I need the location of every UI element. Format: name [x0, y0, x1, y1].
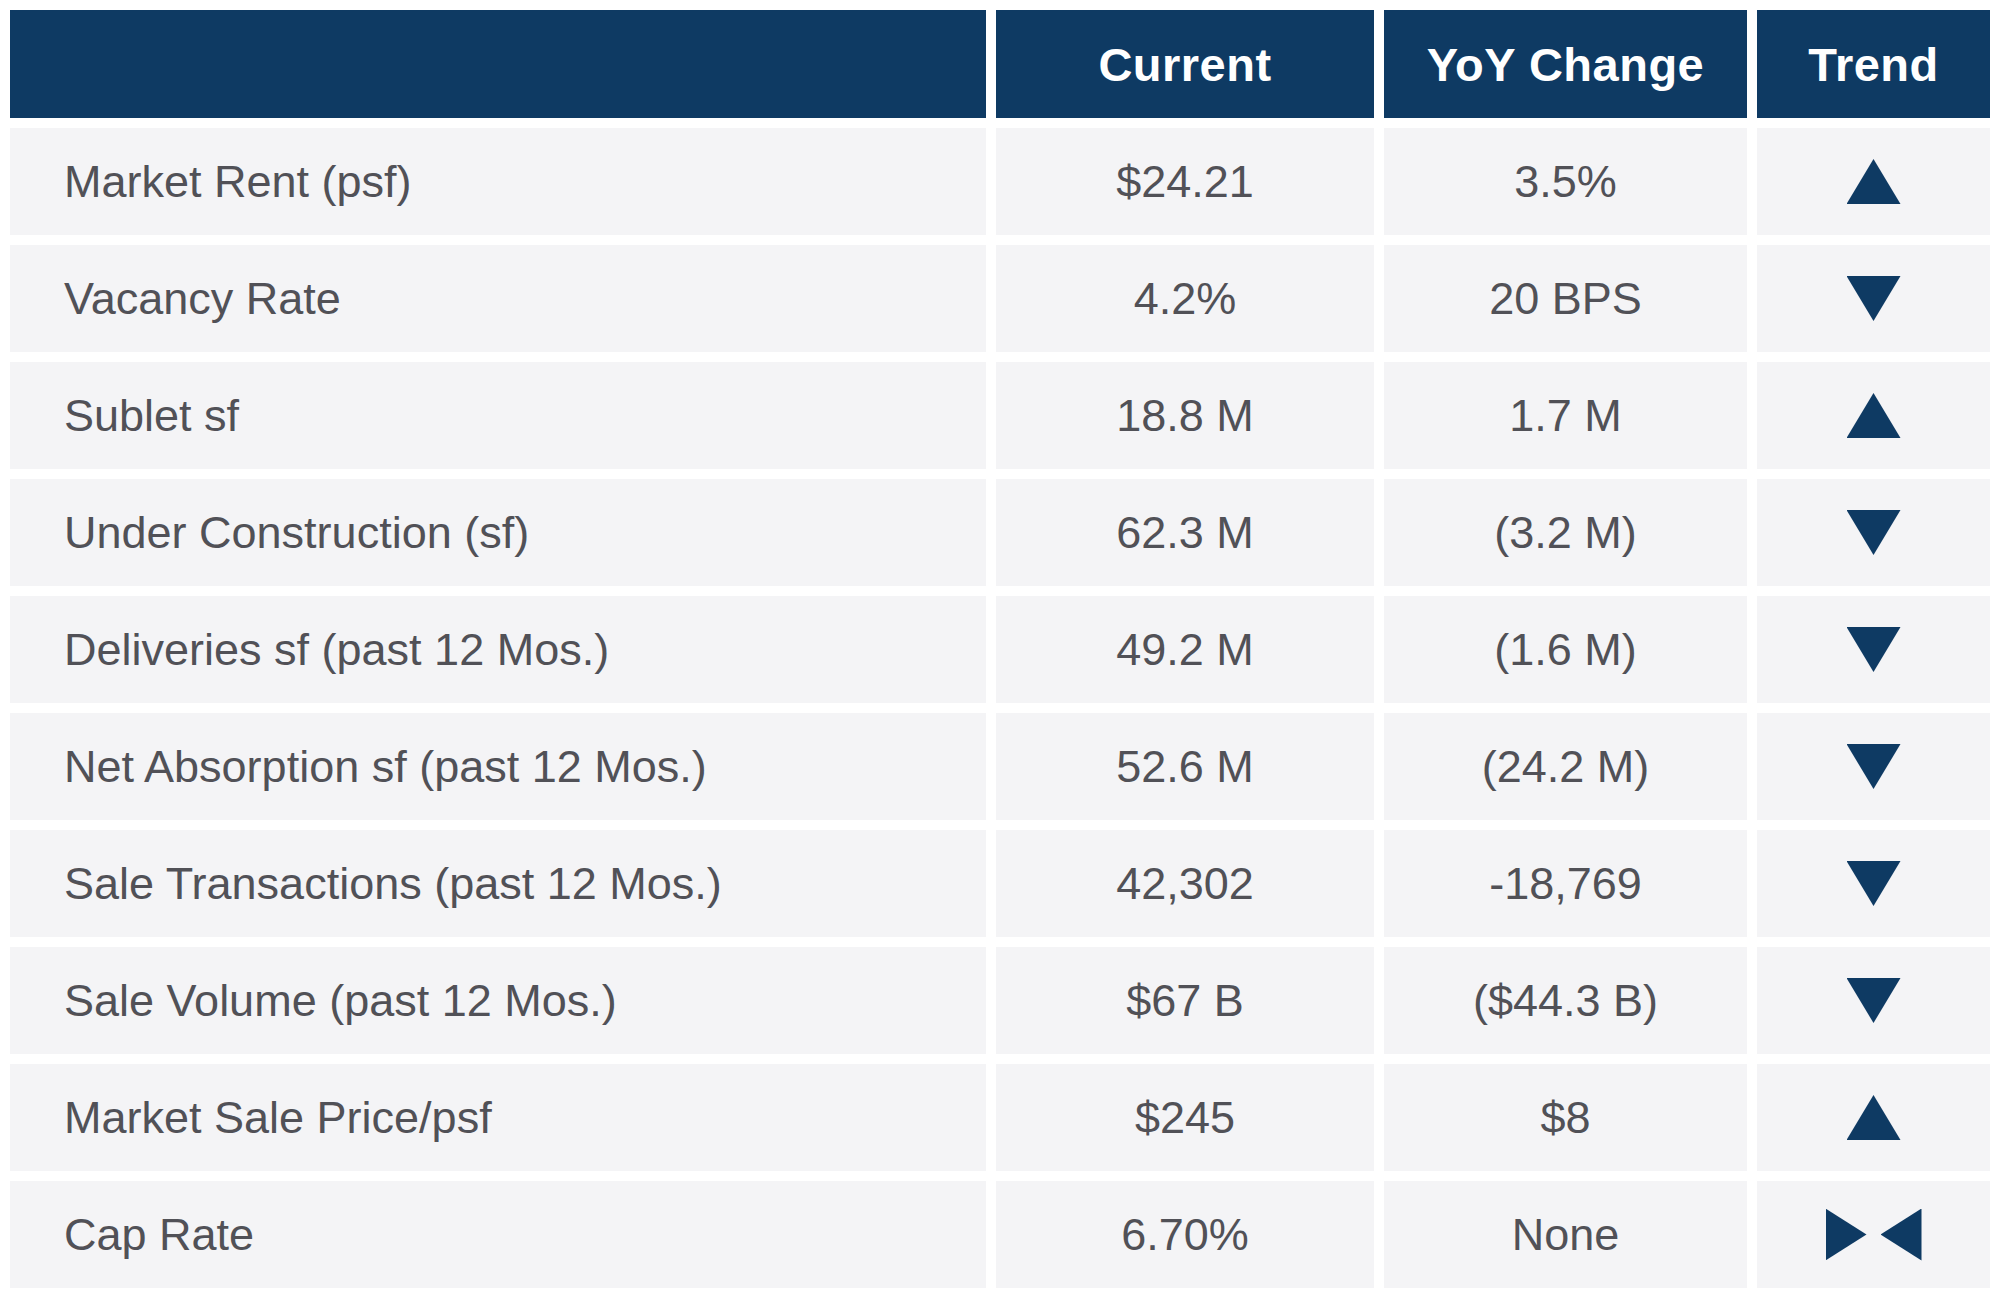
current-value-cell: 49.2 M [996, 596, 1374, 703]
header-cell-current: Current [996, 10, 1374, 118]
current-value-cell: $24.21 [996, 128, 1374, 235]
yoy-change-value-cell: 3.5% [1384, 128, 1747, 235]
metric-label-cell: Sale Transactions (past 12 Mos.) [10, 830, 986, 937]
metric-label-cell: Cap Rate [10, 1181, 986, 1288]
trend-up-icon [1847, 1095, 1901, 1140]
yoy-change-value-cell: -18,769 [1384, 830, 1747, 937]
metric-label-cell: Sale Volume (past 12 Mos.) [10, 947, 986, 1054]
trend-cell [1757, 830, 1990, 937]
metric-label-cell: Deliveries sf (past 12 Mos.) [10, 596, 986, 703]
trend-cell [1757, 713, 1990, 820]
header-cell-yoy-change: YoY Change [1384, 10, 1747, 118]
trend-cell [1757, 128, 1990, 235]
current-value-cell: $245 [996, 1064, 1374, 1171]
metric-label-cell: Market Rent (psf) [10, 128, 986, 235]
trend-down-icon [1847, 978, 1901, 1023]
trend-down-icon [1847, 276, 1901, 321]
trend-up-icon [1847, 159, 1901, 204]
trend-cell [1757, 479, 1990, 586]
yoy-change-value-cell: 1.7 M [1384, 362, 1747, 469]
current-value-cell: $67 B [996, 947, 1374, 1054]
yoy-change-value-cell: $8 [1384, 1064, 1747, 1171]
yoy-change-value-cell: (24.2 M) [1384, 713, 1747, 820]
metric-label-cell: Sublet sf [10, 362, 986, 469]
current-value-cell: 6.70% [996, 1181, 1374, 1288]
metric-label-cell: Under Construction (sf) [10, 479, 986, 586]
trend-down-icon [1847, 744, 1901, 789]
trend-down-icon [1847, 627, 1901, 672]
current-value-cell: 42,302 [996, 830, 1374, 937]
metric-label-cell: Market Sale Price/psf [10, 1064, 986, 1171]
yoy-change-value-cell: None [1384, 1181, 1747, 1288]
header-cell-blank [10, 10, 986, 118]
yoy-change-value-cell: ($44.3 B) [1384, 947, 1747, 1054]
yoy-change-value-cell: 20 BPS [1384, 245, 1747, 352]
current-value-cell: 62.3 M [996, 479, 1374, 586]
trend-cell [1757, 947, 1990, 1054]
trend-flat-right-triangle [1826, 1209, 1867, 1261]
trend-flat-left-triangle [1881, 1209, 1922, 1261]
yoy-change-value-cell: (1.6 M) [1384, 596, 1747, 703]
metric-label-cell: Vacancy Rate [10, 245, 986, 352]
metric-label-cell: Net Absorption sf (past 12 Mos.) [10, 713, 986, 820]
yoy-change-value-cell: (3.2 M) [1384, 479, 1747, 586]
current-value-cell: 18.8 M [996, 362, 1374, 469]
trend-cell [1757, 596, 1990, 703]
trend-up-icon [1847, 393, 1901, 438]
trend-cell [1757, 1064, 1990, 1171]
trend-down-icon [1847, 510, 1901, 555]
trend-cell [1757, 245, 1990, 352]
trend-cell [1757, 1181, 1990, 1288]
trend-cell [1757, 362, 1990, 469]
trend-flat-icon [1826, 1209, 1922, 1261]
current-value-cell: 52.6 M [996, 713, 1374, 820]
header-cell-trend: Trend [1757, 10, 1990, 118]
trend-down-icon [1847, 861, 1901, 906]
current-value-cell: 4.2% [996, 245, 1374, 352]
market-stats-table: Current YoY Change Trend Market Rent (ps… [10, 10, 1990, 1288]
